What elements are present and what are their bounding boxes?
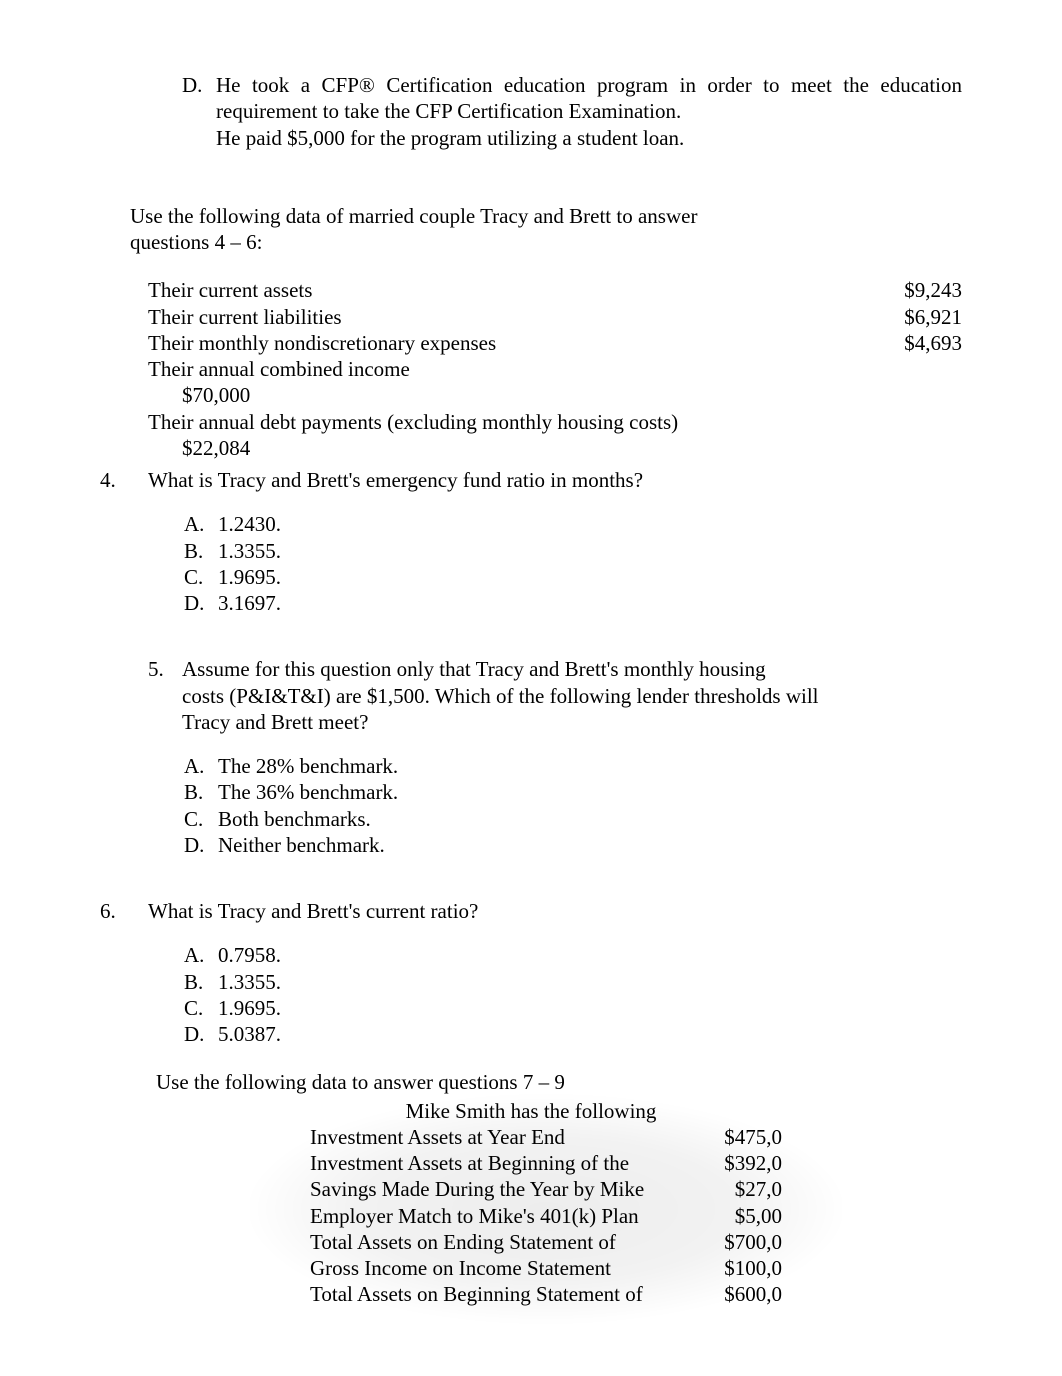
mike-smith-section: Mike Smith has the following Investment … [100,1098,962,1308]
row-value: $100,0 [724,1255,782,1281]
option-a: A.The 28% benchmark. [184,753,962,779]
data-value-cont: $22,084 [182,435,962,461]
q6-options: A.0.7958. B.1.3355. C.1.9695. D.5.0387. [184,942,962,1047]
question-4: 4. What is Tracy and Brett's emergency f… [100,467,962,493]
intro-4-6: Use the following data of married couple… [130,203,962,256]
data-label: Their current assets [148,277,312,303]
option-marker: A. [184,753,218,779]
data-value: $9,243 [904,277,962,303]
table-row: Savings Made During the Year by Mike $27,… [310,1176,782,1202]
option-b: B.The 36% benchmark. [184,779,962,805]
option-d: D.Neither benchmark. [184,832,962,858]
option-marker: D. [184,1021,218,1047]
table-row: Total Assets on Ending Statement of $700,… [310,1229,782,1255]
option-text: Both benchmarks. [218,806,962,832]
option-text: 1.3355. [218,538,962,564]
row-value: $700,0 [724,1229,782,1255]
question-number: 4. [100,467,148,493]
data-row: Their monthly nondiscretionary expenses … [148,330,962,356]
row-value: $5,00 [735,1203,782,1229]
option-marker: C. [184,564,218,590]
data-value: $4,693 [904,330,962,356]
data-label: Their monthly nondiscretionary expenses [148,330,496,356]
option-text: Neither benchmark. [218,832,962,858]
option-marker: B. [184,538,218,564]
option-b: B.1.3355. [184,969,962,995]
q5-options: A.The 28% benchmark. B.The 36% benchmark… [184,753,962,858]
option-text: The 28% benchmark. [218,753,962,779]
prev-option-d: D. He took a CFP® Certification educatio… [182,72,962,151]
question-5: 5. Assume for this question only that Tr… [148,656,962,735]
intro-7-9: Use the following data to answer questio… [156,1069,962,1095]
table-row: Investment Assets at Beginning of the $39… [310,1150,782,1176]
row-label: Total Assets on Beginning Statement of [310,1281,643,1307]
question-text: What is Tracy and Brett's emergency fund… [148,467,962,493]
option-text: The 36% benchmark. [218,779,962,805]
option-marker: A. [184,942,218,968]
option-marker: A. [184,511,218,537]
question-text-line: Tracy and Brett meet? [182,709,962,735]
option-a: A.1.2430. [184,511,962,537]
option-text: 1.9695. [218,995,962,1021]
question-text-line: Assume for this question only that Tracy… [182,656,962,682]
option-a: A.0.7958. [184,942,962,968]
mike-table: Investment Assets at Year End $475,0 Inve… [310,1124,782,1308]
option-text: 5.0387. [218,1021,962,1047]
option-marker: C. [184,806,218,832]
data-value-cont: $70,000 [182,382,962,408]
option-c: C.1.9695. [184,564,962,590]
data-row: Their annual debt payments (excluding mo… [148,409,962,435]
option-text: 3.1697. [218,590,962,616]
option-marker: C. [184,995,218,1021]
row-label: Investment Assets at Year End [310,1124,565,1150]
intro-line: Use the following data of married couple… [130,203,962,229]
row-label: Gross Income on Income Statement [310,1255,611,1281]
option-marker: B. [184,779,218,805]
couple-data-list: Their current assets $9,243 Their curren… [148,277,962,461]
question-6: 6. What is Tracy and Brett's current rat… [100,898,962,924]
option-b: B.1.3355. [184,538,962,564]
row-value: $600,0 [724,1281,782,1307]
question-number: 5. [148,656,182,682]
option-d: D.3.1697. [184,590,962,616]
option-marker: B. [184,969,218,995]
data-label: Their current liabilities [148,304,342,330]
mike-title: Mike Smith has the following [220,1098,842,1124]
option-text: 1.2430. [218,511,962,537]
option-text: 1.3355. [218,969,962,995]
option-marker: D. [184,590,218,616]
option-text: 1.9695. [218,564,962,590]
option-c: C.1.9695. [184,995,962,1021]
row-label: Total Assets on Ending Statement of [310,1229,616,1255]
row-label: Savings Made During the Year by Mike [310,1176,644,1202]
option-c: C.Both benchmarks. [184,806,962,832]
question-text: What is Tracy and Brett's current ratio? [148,898,962,924]
table-row: Gross Income on Income Statement $100,0 [310,1255,782,1281]
table-row: Investment Assets at Year End $475,0 [310,1124,782,1150]
option-text-line1: He took a CFP® Certification education p… [216,72,962,125]
data-label: Their annual combined income [148,356,410,382]
option-text: 0.7958. [218,942,962,968]
data-row: Their annual combined income [148,356,962,382]
intro-line: questions 4 – 6: [130,229,962,255]
data-row: Their current liabilities $6,921 [148,304,962,330]
row-value: $27,0 [735,1176,782,1202]
data-row: Their current assets $9,243 [148,277,962,303]
option-marker: D. [184,832,218,858]
option-d: D.5.0387. [184,1021,962,1047]
option-marker: D. [182,72,216,98]
data-label: Their annual debt payments (excluding mo… [148,409,678,435]
question-number: 6. [100,898,148,924]
question-text-line: costs (P&I&T&I) are $1,500. Which of the… [182,683,962,709]
table-row: Total Assets on Beginning Statement of $6… [310,1281,782,1307]
row-label: Employer Match to Mike's 401(k) Plan [310,1203,639,1229]
q4-options: A.1.2430. B.1.3355. C.1.9695. D.3.1697. [184,511,962,616]
option-text-line2: He paid $5,000 for the program utilizing… [216,125,962,151]
table-row: Employer Match to Mike's 401(k) Plan $5,0… [310,1203,782,1229]
data-value: $6,921 [904,304,962,330]
row-value: $392,0 [724,1150,782,1176]
row-value: $475,0 [724,1124,782,1150]
row-label: Investment Assets at Beginning of the [310,1150,629,1176]
